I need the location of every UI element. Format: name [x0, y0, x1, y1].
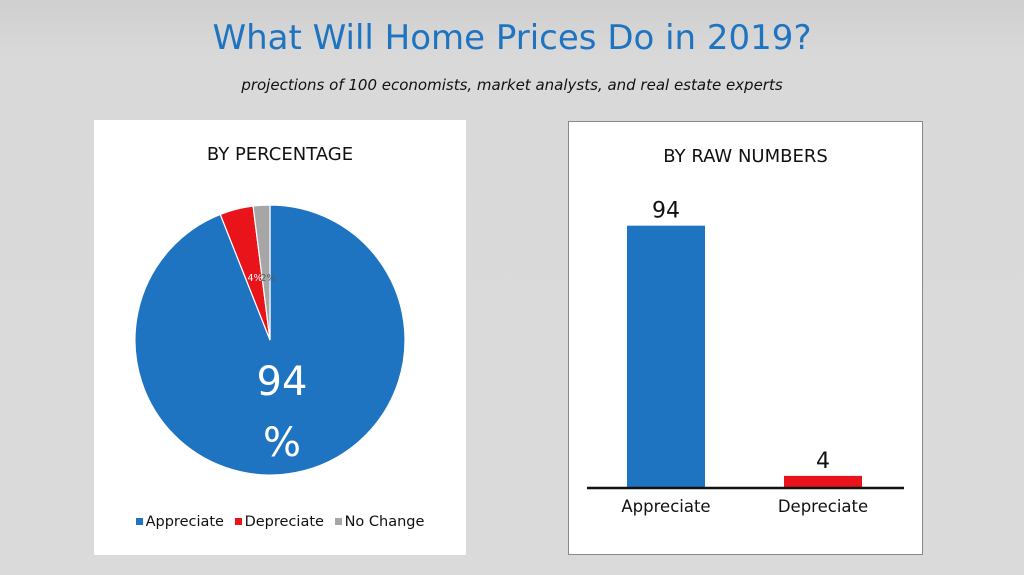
- legend-item-depreciate: Depreciate: [234, 514, 324, 530]
- bar-appreciate: [627, 225, 705, 487]
- pie-chart-title: BY PERCENTAGE: [206, 144, 354, 165]
- legend-swatch-depreciate: [234, 518, 242, 525]
- bar-depreciate: [784, 475, 862, 487]
- legend-swatch-appreciate: [135, 518, 143, 525]
- pie-label-appreciate-value: 94: [257, 359, 308, 405]
- pie-label-appreciate-unit: %: [263, 420, 301, 466]
- pie-slice-no-change: [252, 204, 271, 341]
- legend-label-no-change: No Change: [344, 514, 425, 530]
- pie-label-no-change: 2%: [260, 273, 275, 284]
- legend-label-depreciate: Depreciate: [244, 514, 324, 530]
- legend-item-no-change: No Change: [334, 514, 425, 530]
- pie-label-depreciate: 4%: [247, 273, 262, 284]
- x-tick-appreciate: Appreciate: [621, 497, 710, 516]
- bar-chart: 94 Appreciate 4 Depreciate: [587, 199, 904, 516]
- pie-legend: Appreciate Depreciate No Change: [94, 514, 466, 530]
- pie-chart-panel: BY PERCENTAGE 94% 4% 2% Appreciate Depreci…: [94, 120, 466, 555]
- page-subtitle: projections of 100 economists, market an…: [241, 76, 783, 94]
- bar-label-depreciate: 4: [816, 449, 830, 474]
- legend-label-appreciate: Appreciate: [145, 514, 224, 530]
- bar-chart-panel: BY RAW NUMBERS 94 Appreciate 4 Depreciate: [568, 121, 923, 555]
- pie-chart: 94% 4%2%: [134, 204, 406, 476]
- bar-label-appreciate: 94: [652, 199, 680, 224]
- page-title: What Will Home Prices Do in 2019?: [212, 18, 812, 58]
- legend-swatch-no-change: [334, 518, 342, 525]
- bar-chart-title: BY RAW NUMBERS: [663, 146, 828, 167]
- x-tick-depreciate: Depreciate: [778, 497, 868, 516]
- legend-item-appreciate: Appreciate: [135, 514, 224, 530]
